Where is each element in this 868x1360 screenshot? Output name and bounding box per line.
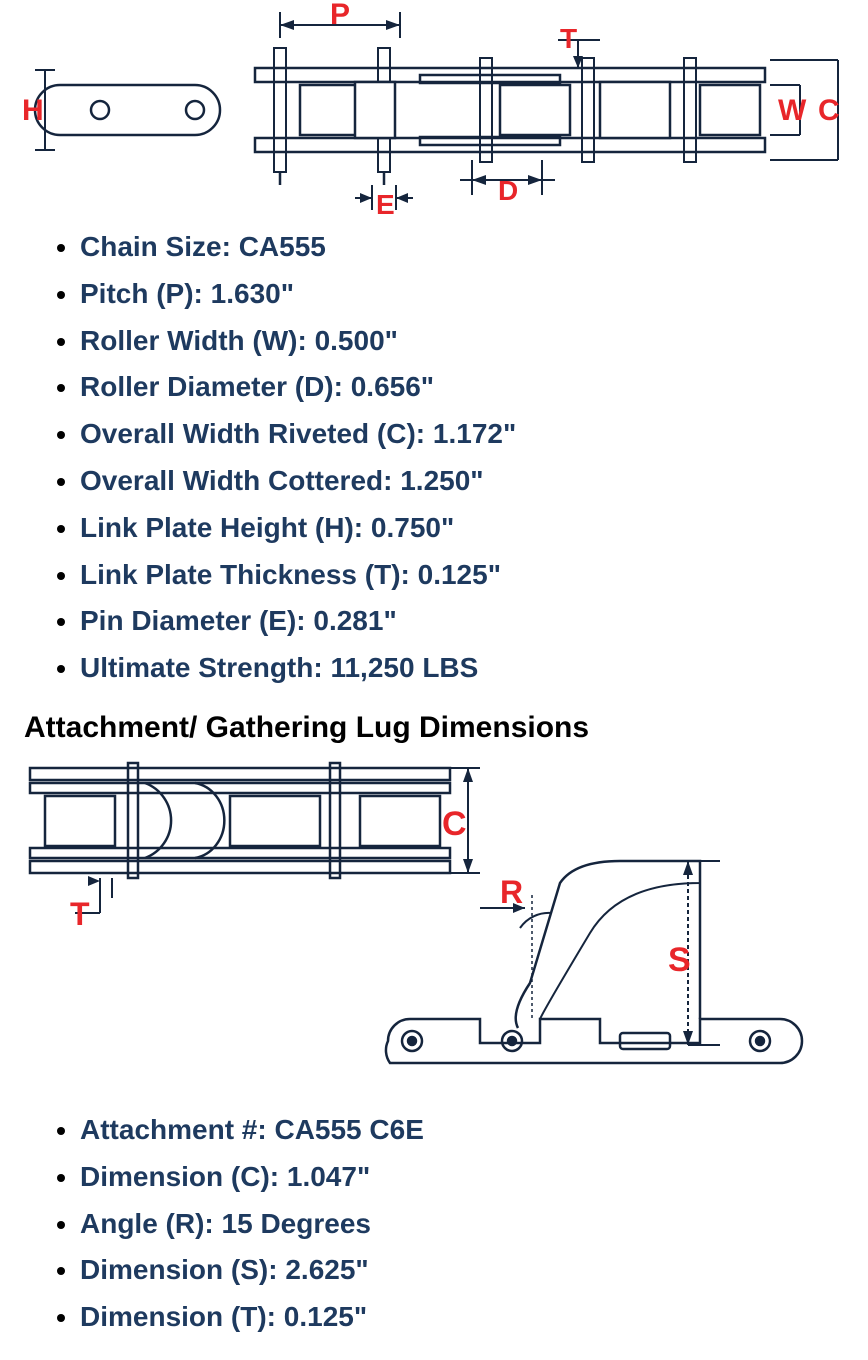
attachment-spec-list: Attachment #: CA555 C6E Dimension (C): 1…: [0, 1108, 868, 1340]
spec-item: Angle (R): 15 Degrees: [80, 1202, 868, 1247]
spec-item: Link Plate Height (H): 0.750": [80, 506, 868, 551]
spec-item: Overall Width Riveted (C): 1.172": [80, 412, 868, 457]
dim-label-h: H: [22, 94, 44, 127]
spec-item: Dimension (S): 2.625": [80, 1248, 868, 1293]
spec-item: Overall Width Cottered: 1.250": [80, 459, 868, 504]
spec-item: Attachment #: CA555 C6E: [80, 1108, 868, 1153]
dim-label-t: T: [560, 23, 577, 54]
spec-item: Ultimate Strength: 11,250 LBS: [80, 646, 868, 691]
chain-spec-list: Chain Size: CA555 Pitch (P): 1.630" Roll…: [0, 225, 868, 691]
dim-label-p: P: [330, 0, 350, 31]
dim-label-r: R: [500, 874, 523, 910]
spec-item: Pitch (P): 1.630": [80, 272, 868, 317]
dim-label-t2: T: [70, 896, 90, 932]
spec-item: Roller Diameter (D): 0.656": [80, 365, 868, 410]
attachment-section-heading: Attachment/ Gathering Lug Dimensions: [24, 711, 868, 745]
chain-dimension-diagram: H P E D T W C: [0, 0, 868, 215]
dim-label-c2: C: [442, 805, 467, 843]
attachment-dimension-diagram: C T R S: [0, 753, 868, 1098]
dim-label-c: C: [818, 94, 840, 127]
spec-item: Dimension (C): 1.047": [80, 1155, 868, 1200]
spec-item: Dimension (T): 0.125": [80, 1295, 868, 1340]
dim-label-w: W: [778, 94, 807, 127]
dim-label-s: S: [668, 941, 691, 979]
spec-item: Link Plate Thickness (T): 0.125": [80, 553, 868, 598]
spec-item: Pin Diameter (E): 0.281": [80, 599, 868, 644]
dim-label-d: D: [498, 175, 518, 206]
spec-item: Roller Width (W): 0.500": [80, 319, 868, 364]
spec-item: Chain Size: CA555: [80, 225, 868, 270]
dim-label-e: E: [376, 189, 395, 215]
